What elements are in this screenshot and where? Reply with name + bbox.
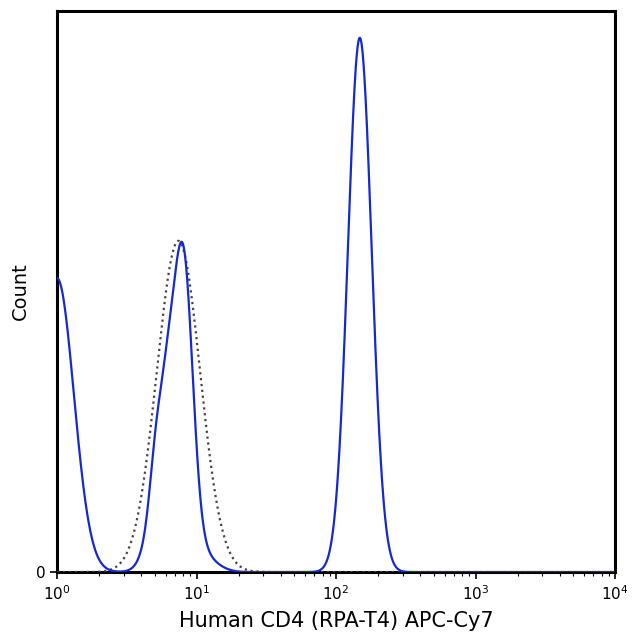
X-axis label: Human CD4 (RPA-T4) APC-Cy7: Human CD4 (RPA-T4) APC-Cy7 [179,611,493,631]
Y-axis label: Count: Count [11,263,30,320]
